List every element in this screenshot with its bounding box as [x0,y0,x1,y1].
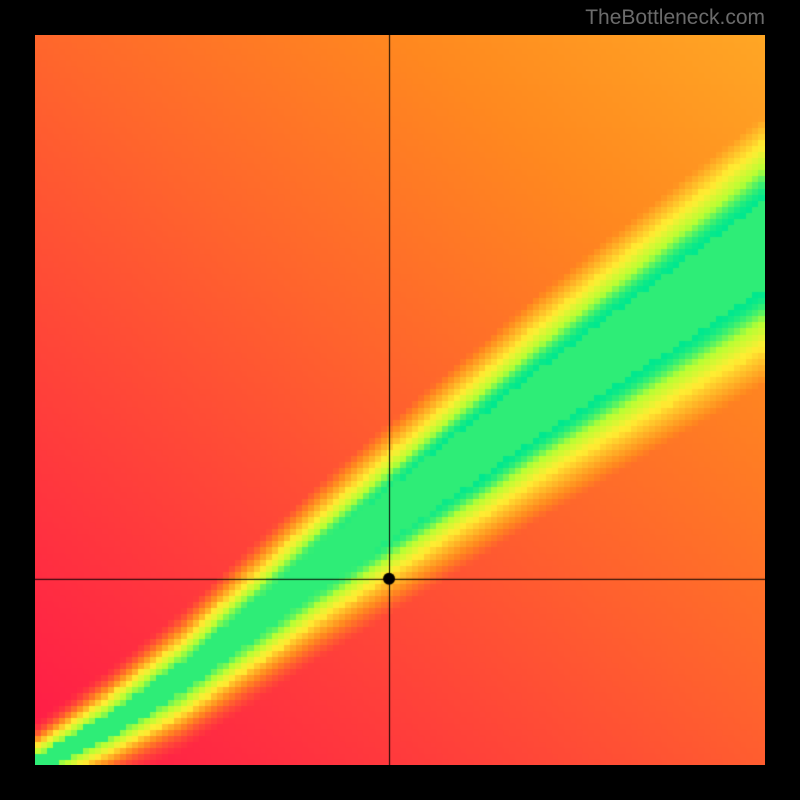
watermark-text: TheBottleneck.com [585,6,765,30]
chart-container: TheBottleneck.com [0,0,800,800]
bottleneck-heatmap [35,35,765,765]
plot-area [35,35,765,765]
